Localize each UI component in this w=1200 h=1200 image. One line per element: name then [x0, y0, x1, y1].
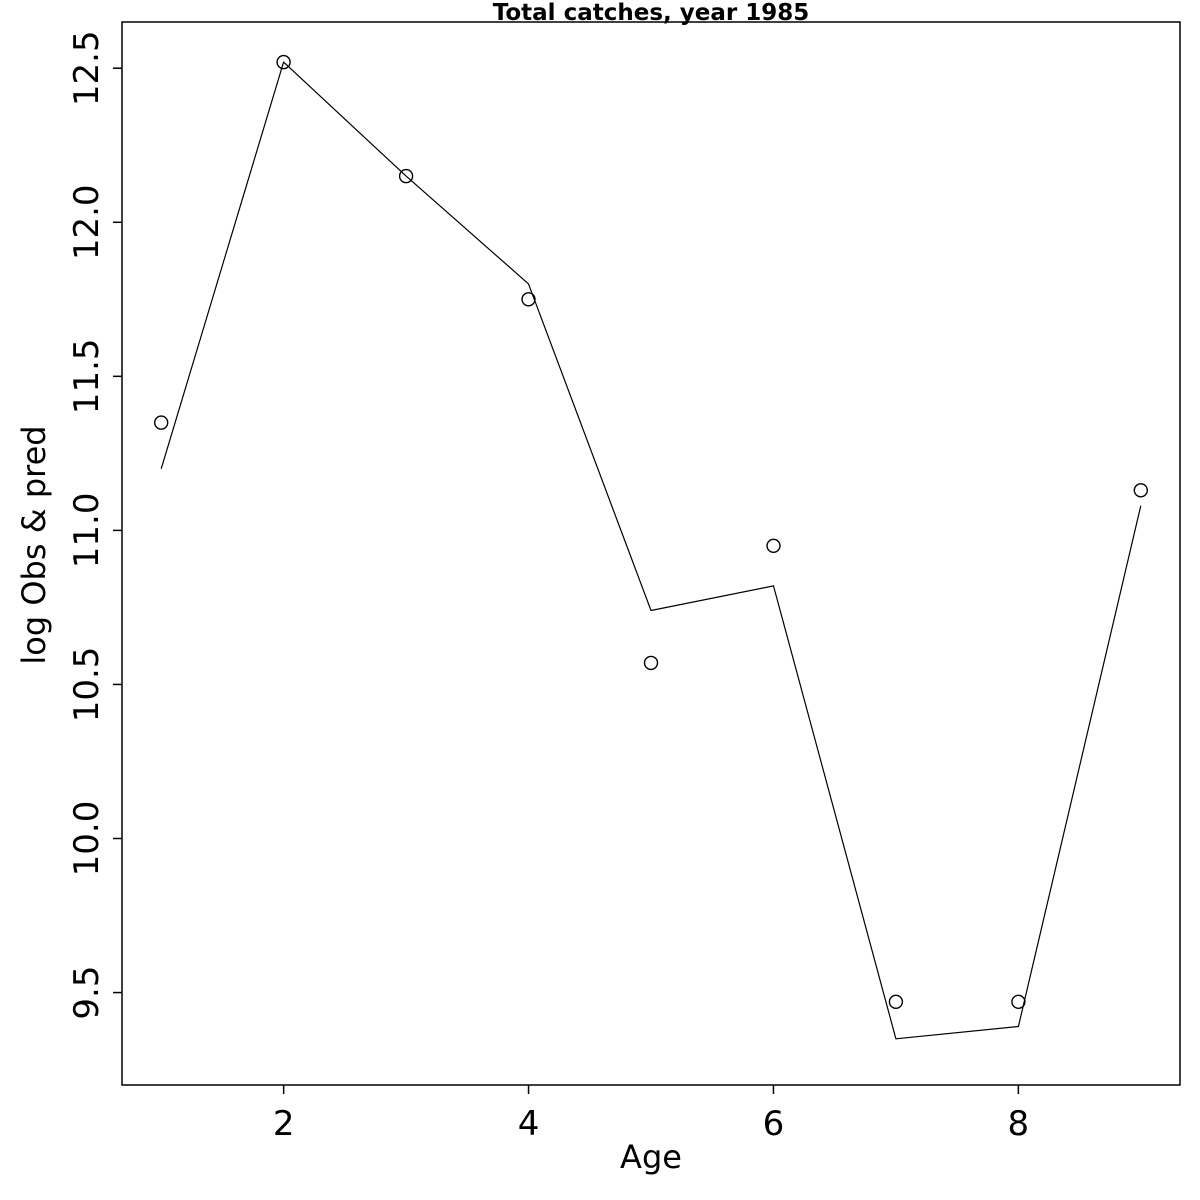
observed-point — [766, 538, 781, 553]
observed-point — [1133, 483, 1149, 498]
observed-point — [888, 994, 904, 1009]
y-axis-label: log Obs & pred — [15, 425, 53, 665]
x-axis-label: Age — [620, 1138, 682, 1176]
observed-point — [1011, 994, 1026, 1009]
y-tick-label: 12.0 — [67, 184, 107, 260]
x-tick-label: 6 — [763, 1104, 785, 1144]
observed-point — [398, 168, 414, 184]
prediction-line — [160, 61, 1142, 1040]
y-tick-label: 11.5 — [67, 338, 107, 414]
observed-point — [521, 292, 536, 307]
observed-point — [153, 415, 169, 430]
y-tick-label: 11.0 — [67, 493, 107, 569]
observed-point — [276, 54, 291, 70]
x-tick-label: 4 — [518, 1104, 540, 1144]
y-tick-label: 10.0 — [67, 801, 107, 877]
y-tick-label: 9.5 — [67, 966, 107, 1020]
observed-point — [643, 655, 659, 671]
x-tick-label: 8 — [1008, 1104, 1030, 1144]
y-tick-label: 10.5 — [67, 647, 107, 723]
chart-title: Total catches, year 1985 — [492, 0, 810, 26]
plot-border — [121, 21, 1181, 1086]
y-tick-label: 12.5 — [67, 30, 107, 106]
x-tick-label: 2 — [273, 1104, 295, 1144]
